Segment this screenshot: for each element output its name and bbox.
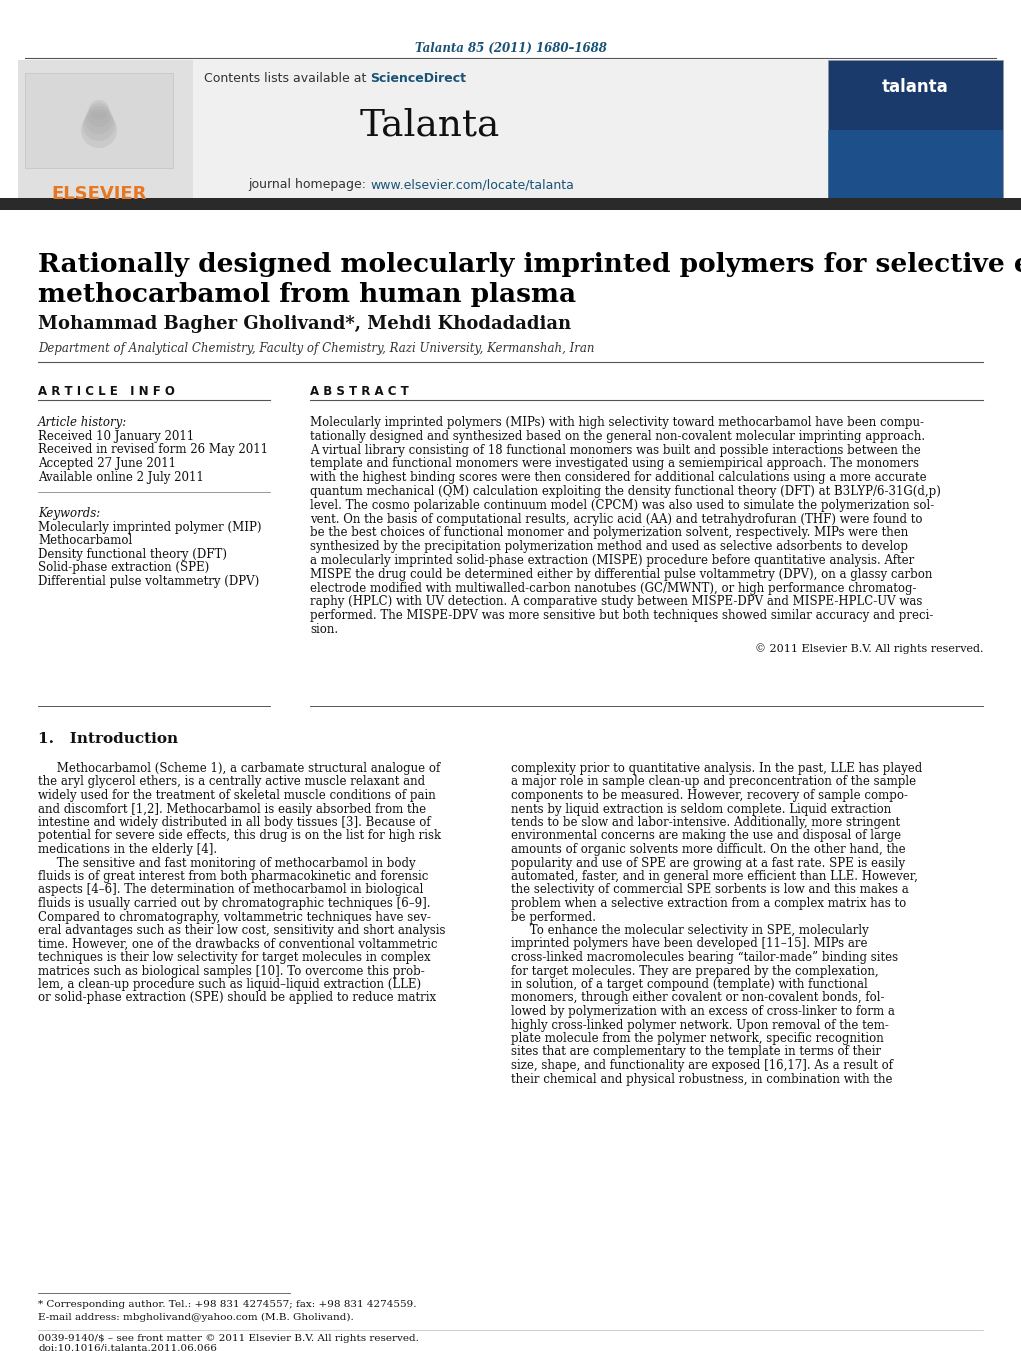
Text: Rationally designed molecularly imprinted polymers for selective extraction of
m: Rationally designed molecularly imprinte… [38, 253, 1021, 307]
Text: imprinted polymers have been developed [11–15]. MIPs are: imprinted polymers have been developed [… [510, 938, 868, 951]
Text: electrode modified with multiwalled-carbon nanotubes (GC/MWNT), or high performa: electrode modified with multiwalled-carb… [310, 581, 917, 594]
Text: techniques is their low selectivity for target molecules in complex: techniques is their low selectivity for … [38, 951, 431, 965]
Text: doi:10.1016/j.talanta.2011.06.066: doi:10.1016/j.talanta.2011.06.066 [38, 1344, 216, 1351]
Text: A R T I C L E   I N F O: A R T I C L E I N F O [38, 385, 175, 399]
Text: Article history:: Article history: [38, 416, 128, 430]
Text: Compared to chromatography, voltammetric techniques have sev-: Compared to chromatography, voltammetric… [38, 911, 431, 924]
Text: MISPE the drug could be determined either by differential pulse voltammetry (DPV: MISPE the drug could be determined eithe… [310, 567, 932, 581]
Text: E-mail address: mbgholivand@yahoo.com (M.B. Gholivand).: E-mail address: mbgholivand@yahoo.com (M… [38, 1313, 353, 1323]
Text: in solution, of a target compound (template) with functional: in solution, of a target compound (templ… [510, 978, 868, 992]
Text: Department of Analytical Chemistry, Faculty of Chemistry, Razi University, Kerma: Department of Analytical Chemistry, Facu… [38, 342, 594, 355]
Text: plate molecule from the polymer network, specific recognition: plate molecule from the polymer network,… [510, 1032, 884, 1046]
Text: level. The cosmo polarizable continuum model (CPCM) was also used to simulate th: level. The cosmo polarizable continuum m… [310, 499, 934, 512]
Circle shape [83, 109, 115, 141]
Text: eral advantages such as their low cost, sensitivity and short analysis: eral advantages such as their low cost, … [38, 924, 445, 938]
Text: fluids is of great interest from both pharmacokinetic and forensic: fluids is of great interest from both ph… [38, 870, 429, 884]
Bar [25, 73, 173, 168]
Text: ScienceDirect: ScienceDirect [370, 72, 466, 85]
Text: fluids is usually carried out by chromatographic techniques [6–9].: fluids is usually carried out by chromat… [38, 897, 431, 911]
Text: Molecularly imprinted polymers (MIPs) with high selectivity toward methocarbamol: Molecularly imprinted polymers (MIPs) wi… [310, 416, 924, 430]
Text: for target molecules. They are prepared by the complexation,: for target molecules. They are prepared … [510, 965, 879, 978]
Text: nents by liquid extraction is seldom complete. Liquid extraction: nents by liquid extraction is seldom com… [510, 802, 891, 816]
Text: Received in revised form 26 May 2011: Received in revised form 26 May 2011 [38, 443, 268, 457]
Text: be performed.: be performed. [510, 911, 596, 924]
Text: and discomfort [1,2]. Methocarbamol is easily absorbed from the: and discomfort [1,2]. Methocarbamol is e… [38, 802, 426, 816]
Text: Differential pulse voltammetry (DPV): Differential pulse voltammetry (DPV) [38, 576, 259, 588]
Text: Methocarbamol (Scheme 1), a carbamate structural analogue of: Methocarbamol (Scheme 1), a carbamate st… [38, 762, 440, 775]
Text: Accepted 27 June 2011: Accepted 27 June 2011 [38, 457, 176, 470]
Text: Solid-phase extraction (SPE): Solid-phase extraction (SPE) [38, 562, 209, 574]
Text: matrices such as biological samples [10]. To overcome this prob-: matrices such as biological samples [10]… [38, 965, 425, 978]
Text: complexity prior to quantitative analysis. In the past, LLE has played: complexity prior to quantitative analysi… [510, 762, 922, 775]
Text: Keywords:: Keywords: [38, 507, 100, 520]
Text: 1.   Introduction: 1. Introduction [38, 732, 178, 746]
Bar [828, 130, 1003, 200]
Text: the selectivity of commercial SPE sorbents is low and this makes a: the selectivity of commercial SPE sorben… [510, 884, 909, 897]
Text: sites that are complementary to the template in terms of their: sites that are complementary to the temp… [510, 1046, 881, 1058]
Text: sion.: sion. [310, 623, 338, 636]
Text: Density functional theory (DFT): Density functional theory (DFT) [38, 549, 227, 561]
Text: medications in the elderly [4].: medications in the elderly [4]. [38, 843, 217, 857]
Text: * Corresponding author. Tel.: +98 831 4274557; fax: +98 831 4274559.: * Corresponding author. Tel.: +98 831 42… [38, 1300, 417, 1309]
Circle shape [87, 103, 111, 127]
Bar [0, 199, 1021, 209]
Text: journal homepage:: journal homepage: [248, 178, 370, 190]
Text: vent. On the basis of computational results, acrylic acid (AA) and tetrahydrofur: vent. On the basis of computational resu… [310, 512, 923, 526]
Bar [18, 59, 193, 200]
Text: widely used for the treatment of skeletal muscle conditions of pain: widely used for the treatment of skeleta… [38, 789, 436, 802]
Text: intestine and widely distributed in all body tissues [3]. Because of: intestine and widely distributed in all … [38, 816, 431, 830]
Text: talanta: talanta [881, 78, 949, 96]
Text: Talanta 85 (2011) 1680–1688: Talanta 85 (2011) 1680–1688 [416, 42, 606, 55]
Text: time. However, one of the drawbacks of conventional voltammetric: time. However, one of the drawbacks of c… [38, 938, 438, 951]
Text: potential for severe side effects, this drug is on the list for high risk: potential for severe side effects, this … [38, 830, 441, 843]
Text: A B S T R A C T: A B S T R A C T [310, 385, 408, 399]
Circle shape [89, 100, 109, 120]
Text: www.elsevier.com/locate/talanta: www.elsevier.com/locate/talanta [370, 178, 574, 190]
Text: a major role in sample clean-up and preconcentration of the sample: a major role in sample clean-up and prec… [510, 775, 916, 789]
Text: Mohammad Bagher Gholivand*, Mehdi Khodadadian: Mohammad Bagher Gholivand*, Mehdi Khodad… [38, 315, 571, 332]
Text: lem, a clean-up procedure such as liquid–liquid extraction (LLE): lem, a clean-up procedure such as liquid… [38, 978, 421, 992]
Text: amounts of organic solvents more difficult. On the other hand, the: amounts of organic solvents more difficu… [510, 843, 906, 857]
Text: synthesized by the precipitation polymerization method and used as selective ads: synthesized by the precipitation polymer… [310, 540, 908, 553]
Text: a molecularly imprinted solid-phase extraction (MISPE) procedure before quantita: a molecularly imprinted solid-phase extr… [310, 554, 914, 567]
Circle shape [85, 105, 113, 134]
Text: be the best choices of functional monomer and polymerization solvent, respective: be the best choices of functional monome… [310, 527, 909, 539]
Text: tends to be slow and labor-intensive. Additionally, more stringent: tends to be slow and labor-intensive. Ad… [510, 816, 901, 830]
Text: A virtual library consisting of 18 functional monomers was built and possible in: A virtual library consisting of 18 funct… [310, 443, 921, 457]
Text: ELSEVIER: ELSEVIER [51, 185, 147, 203]
Bar [828, 59, 1003, 200]
Text: their chemical and physical robustness, in combination with the: their chemical and physical robustness, … [510, 1073, 892, 1085]
Text: tationally designed and synthesized based on the general non-covalent molecular : tationally designed and synthesized base… [310, 430, 925, 443]
Text: cross-linked macromolecules bearing “tailor-made” binding sites: cross-linked macromolecules bearing “tai… [510, 951, 898, 965]
Text: © 2011 Elsevier B.V. All rights reserved.: © 2011 Elsevier B.V. All rights reserved… [755, 643, 983, 654]
Text: template and functional monomers were investigated using a semiempirical approac: template and functional monomers were in… [310, 458, 919, 470]
Text: lowed by polymerization with an excess of cross-linker to form a: lowed by polymerization with an excess o… [510, 1005, 894, 1019]
Text: performed. The MISPE-DPV was more sensitive but both techniques showed similar a: performed. The MISPE-DPV was more sensit… [310, 609, 933, 623]
Text: The sensitive and fast monitoring of methocarbamol in body: The sensitive and fast monitoring of met… [38, 857, 416, 870]
Text: Molecularly imprinted polymer (MIP): Molecularly imprinted polymer (MIP) [38, 521, 261, 534]
Text: Available online 2 July 2011: Available online 2 July 2011 [38, 470, 204, 484]
Text: To enhance the molecular selectivity in SPE, molecularly: To enhance the molecular selectivity in … [510, 924, 869, 938]
Text: Methocarbamol: Methocarbamol [38, 535, 133, 547]
Text: highly cross-linked polymer network. Upon removal of the tem-: highly cross-linked polymer network. Upo… [510, 1019, 889, 1032]
Text: aspects [4–6]. The determination of methocarbamol in biological: aspects [4–6]. The determination of meth… [38, 884, 424, 897]
Text: automated, faster, and in general more efficient than LLE. However,: automated, faster, and in general more e… [510, 870, 918, 884]
Text: with the highest binding scores were then considered for additional calculations: with the highest binding scores were the… [310, 471, 927, 484]
Text: problem when a selective extraction from a complex matrix has to: problem when a selective extraction from… [510, 897, 907, 911]
Text: the aryl glycerol ethers, is a centrally active muscle relaxant and: the aryl glycerol ethers, is a centrally… [38, 775, 425, 789]
Text: monomers, through either covalent or non-covalent bonds, fol-: monomers, through either covalent or non… [510, 992, 884, 1005]
Text: size, shape, and functionality are exposed [16,17]. As a result of: size, shape, and functionality are expos… [510, 1059, 893, 1071]
Text: environmental concerns are making the use and disposal of large: environmental concerns are making the us… [510, 830, 902, 843]
Text: Contents lists available at: Contents lists available at [203, 72, 370, 85]
Text: Talanta: Talanta [359, 108, 500, 145]
Text: or solid-phase extraction (SPE) should be applied to reduce matrix: or solid-phase extraction (SPE) should b… [38, 992, 436, 1005]
Bar [18, 59, 1003, 200]
Text: Received 10 January 2011: Received 10 January 2011 [38, 430, 194, 443]
Text: popularity and use of SPE are growing at a fast rate. SPE is easily: popularity and use of SPE are growing at… [510, 857, 906, 870]
Text: components to be measured. However, recovery of sample compo-: components to be measured. However, reco… [510, 789, 908, 802]
Text: raphy (HPLC) with UV detection. A comparative study between MISPE-DPV and MISPE-: raphy (HPLC) with UV detection. A compar… [310, 596, 922, 608]
Text: quantum mechanical (QM) calculation exploiting the density functional theory (DF: quantum mechanical (QM) calculation expl… [310, 485, 941, 499]
Text: 0039-9140/$ – see front matter © 2011 Elsevier B.V. All rights reserved.: 0039-9140/$ – see front matter © 2011 El… [38, 1333, 419, 1343]
Circle shape [81, 112, 117, 149]
